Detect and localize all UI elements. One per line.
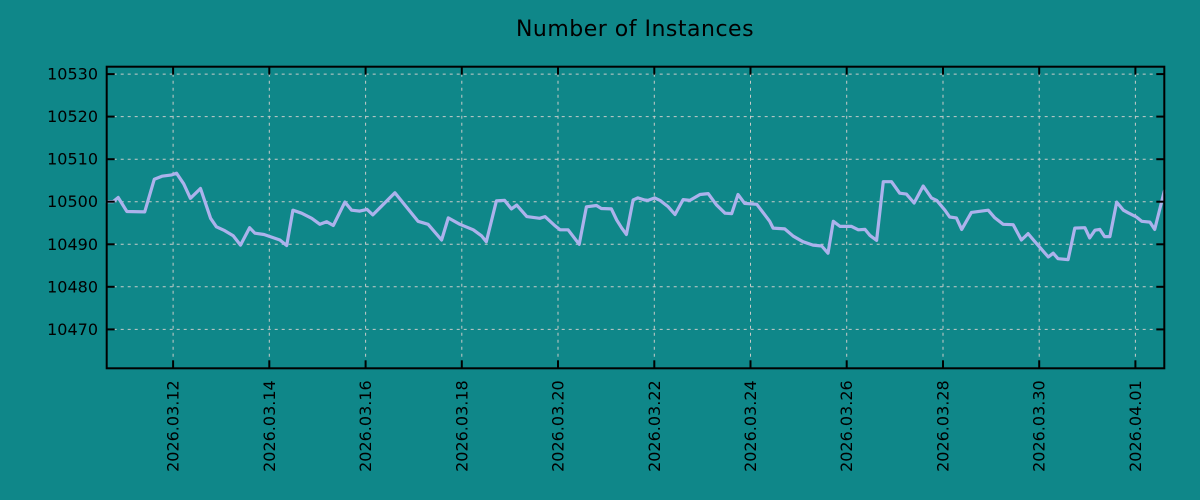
y-tick-label: 10470 xyxy=(47,320,98,339)
x-tick-label: 2026.03.22 xyxy=(645,380,664,472)
x-tick-label: 2026.03.30 xyxy=(1030,380,1049,472)
y-tick-label: 10520 xyxy=(47,107,98,126)
series-line-instances xyxy=(105,171,1166,262)
x-tick-label: 2026.03.14 xyxy=(260,380,279,472)
chart-title: Number of Instances xyxy=(515,17,755,42)
y-tick-label: 10530 xyxy=(47,65,98,84)
y-tick-label: 10480 xyxy=(47,277,98,296)
x-tick-label: 2026.03.28 xyxy=(933,380,952,472)
x-tick-label: 2026.03.18 xyxy=(452,380,471,472)
x-tick-label: 2026.04.01 xyxy=(1126,380,1145,472)
x-tick-label: 2026.03.12 xyxy=(164,380,183,472)
plot-border xyxy=(105,65,1166,370)
x-tick-label: 2026.03.26 xyxy=(837,380,856,472)
y-tick-label: 10510 xyxy=(47,150,98,169)
x-tick-label: 2026.03.16 xyxy=(356,380,375,472)
x-tick-label: 2026.03.20 xyxy=(549,380,568,472)
y-tick-label: 10490 xyxy=(47,235,98,254)
y-tick-label: 10500 xyxy=(47,192,98,211)
x-tick-label: 2026.03.24 xyxy=(741,380,760,472)
